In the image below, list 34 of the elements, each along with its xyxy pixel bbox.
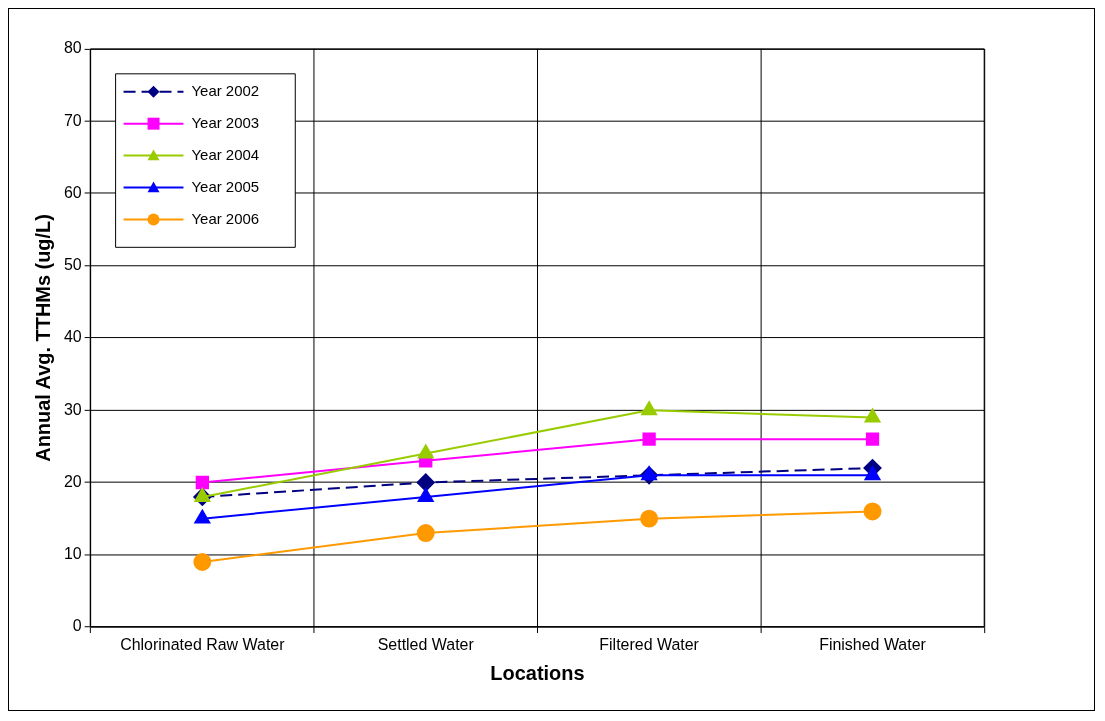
y-axis-title: Annual Avg. TTHMs (ug/L) [32,214,55,462]
point [864,466,881,481]
point [642,432,656,446]
x-tick-label: Filtered Water [599,635,700,653]
legend-label: Year 2004 [191,145,260,163]
y-tick-label: 50 [63,256,82,274]
x-tick-label: Finished Water [819,635,927,653]
legend-label: Year 2002 [191,81,260,99]
y-tick-label: 60 [63,183,82,201]
y-tick-label: 40 [63,328,82,346]
point [640,509,659,528]
point [865,432,880,446]
y-tick-label: 0 [72,617,82,635]
point [416,524,435,543]
x-tick-label: Settled Water [377,635,475,653]
point [416,473,435,492]
point [193,553,212,571]
point [194,509,211,524]
y-tick-label: 30 [63,400,82,418]
legend-label: Year 2005 [191,177,260,195]
x-tick-label: Chlorinated Raw Water [120,635,286,653]
y-tick-label: 20 [63,472,82,490]
point [641,401,658,416]
point [864,408,881,423]
point [417,444,434,459]
y-tick-label: 70 [63,111,82,129]
point [641,466,658,481]
point [195,475,209,490]
legend-label: Year 2003 [191,113,260,131]
x-axis-title: Locations [490,661,585,684]
y-tick-label: 10 [63,545,82,563]
y-tick-label: 80 [63,39,82,57]
legend-label: Year 2006 [191,209,260,227]
point [863,502,882,521]
